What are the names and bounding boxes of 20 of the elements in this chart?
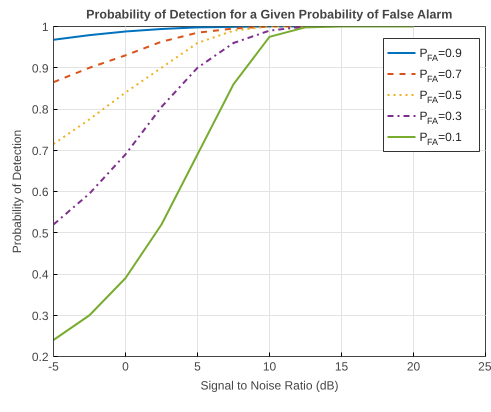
x-tick-label: 10 (262, 360, 276, 374)
y-tick-label: 0.8 (32, 102, 49, 116)
y-tick-label: 0.6 (32, 185, 49, 199)
y-axis-title: Probability of Detection (10, 130, 24, 254)
y-tick-label: 0.4 (32, 268, 49, 282)
chart-title: Probability of Detection for a Given Probability of False Alarm (86, 8, 452, 22)
y-tick-label: 1 (42, 20, 49, 34)
x-tick-label: 20 (406, 360, 420, 374)
x-tick-label: -5 (48, 360, 60, 374)
x-tick-label: 15 (334, 360, 348, 374)
x-tick-label: 5 (194, 360, 202, 374)
y-tick-label: 0.9 (32, 61, 49, 76)
y-tick-label: 0.5 (32, 226, 49, 240)
y-tick-label: 0.3 (32, 308, 49, 323)
x-tick-label: 25 (478, 360, 491, 374)
line-series (54, 26, 414, 341)
x-axis-title: Signal to Noise Ratio (dB) (200, 378, 339, 392)
y-tick-label: 0.2 (32, 350, 49, 364)
x-tick-label: 0 (122, 360, 130, 374)
y-tick-label: 0.7 (32, 144, 49, 158)
